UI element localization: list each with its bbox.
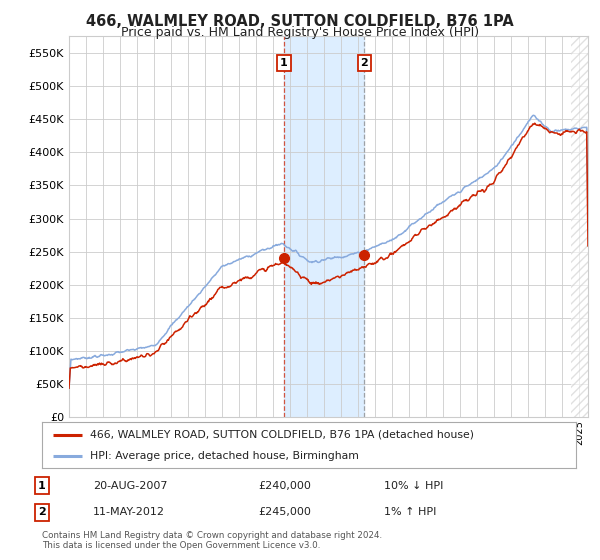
Text: 10% ↓ HPI: 10% ↓ HPI bbox=[384, 480, 443, 491]
Text: 1: 1 bbox=[38, 480, 46, 491]
Text: Price paid vs. HM Land Registry's House Price Index (HPI): Price paid vs. HM Land Registry's House … bbox=[121, 26, 479, 39]
Text: 466, WALMLEY ROAD, SUTTON COLDFIELD, B76 1PA: 466, WALMLEY ROAD, SUTTON COLDFIELD, B76… bbox=[86, 14, 514, 29]
Text: 466, WALMLEY ROAD, SUTTON COLDFIELD, B76 1PA (detached house): 466, WALMLEY ROAD, SUTTON COLDFIELD, B76… bbox=[90, 430, 474, 440]
Polygon shape bbox=[571, 36, 588, 417]
Text: 1% ↑ HPI: 1% ↑ HPI bbox=[384, 507, 436, 517]
Text: 11-MAY-2012: 11-MAY-2012 bbox=[93, 507, 165, 517]
Text: 20-AUG-2007: 20-AUG-2007 bbox=[93, 480, 167, 491]
Text: 1: 1 bbox=[280, 58, 288, 68]
Text: £240,000: £240,000 bbox=[258, 480, 311, 491]
Text: HPI: Average price, detached house, Birmingham: HPI: Average price, detached house, Birm… bbox=[90, 451, 359, 461]
Text: £245,000: £245,000 bbox=[258, 507, 311, 517]
Bar bbox=[284, 36, 364, 417]
Text: 2: 2 bbox=[361, 58, 368, 68]
Text: 2: 2 bbox=[38, 507, 46, 517]
Text: Contains HM Land Registry data © Crown copyright and database right 2024.
This d: Contains HM Land Registry data © Crown c… bbox=[42, 530, 382, 550]
